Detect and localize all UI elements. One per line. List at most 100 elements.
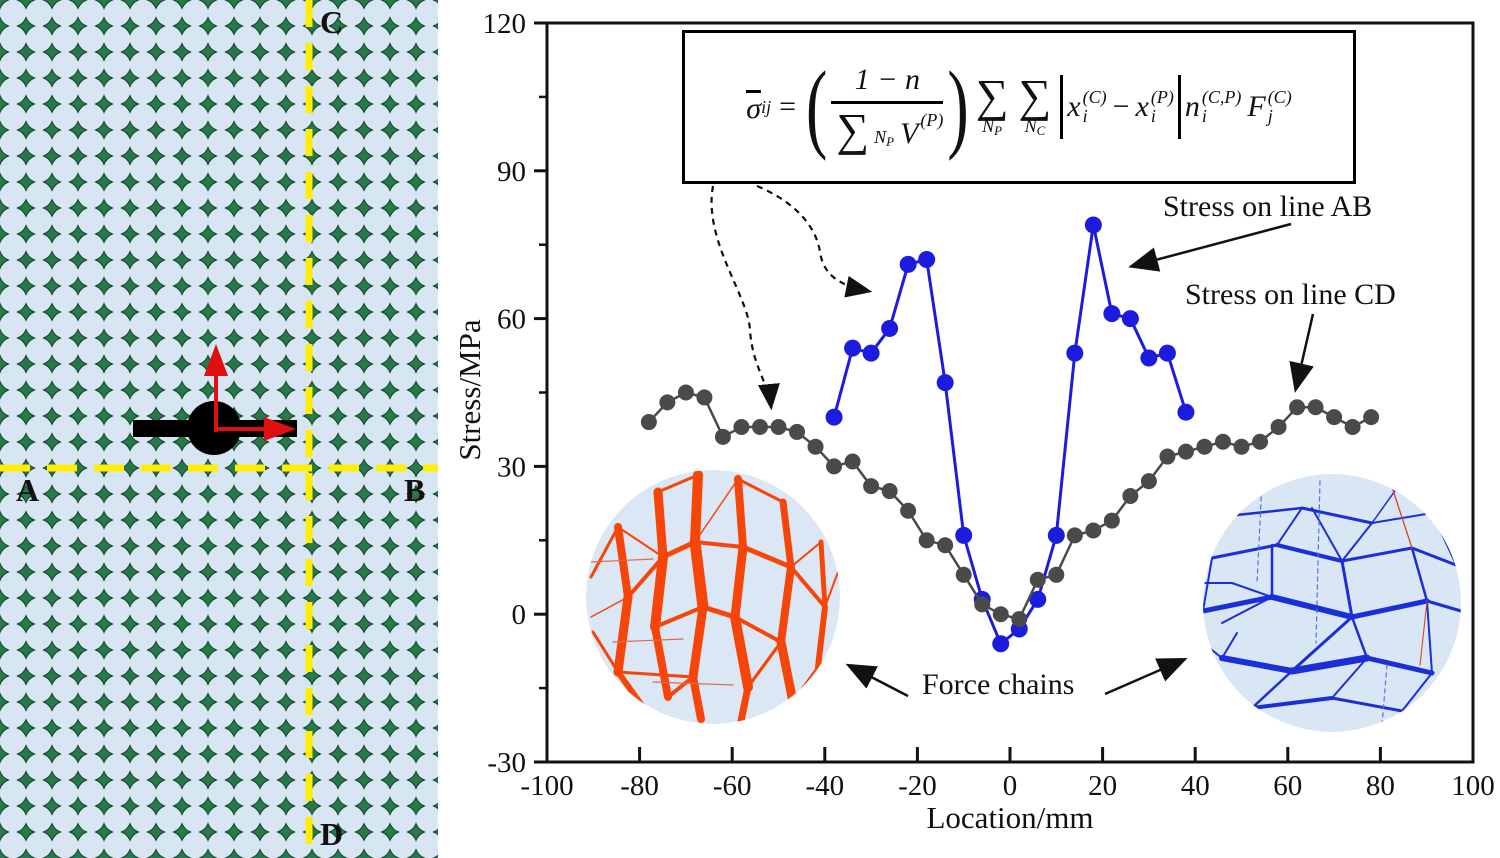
series-marker [899, 255, 917, 273]
series-marker [751, 418, 768, 435]
legend-stress-ab: Stress on line AB [1163, 190, 1373, 223]
x-tick-label: -20 [898, 770, 937, 802]
arrow-to-right-inset [1104, 658, 1188, 696]
series-marker [789, 423, 806, 440]
y-axis-title: Stress/MPa [452, 319, 487, 461]
series-marker [1048, 566, 1065, 583]
series-marker [1084, 216, 1102, 234]
x-tick-label: 0 [1003, 770, 1018, 802]
series-line-cd [647, 391, 1372, 621]
y-tick-label: 60 [497, 304, 526, 336]
series-marker [955, 526, 973, 544]
series-marker [677, 384, 694, 401]
series-marker [900, 502, 917, 519]
series-marker [1177, 443, 1194, 460]
series-marker [992, 635, 1010, 653]
x-tick-label: 40 [1181, 770, 1210, 802]
y-tick-label: 120 [483, 8, 527, 40]
abs-bar-right [1177, 75, 1181, 139]
series-marker [1085, 522, 1102, 539]
series-marker [1270, 418, 1287, 435]
legend-stress-cd: Stress on line CD [1185, 278, 1396, 311]
series-marker [1233, 438, 1250, 455]
series-marker [1196, 438, 1213, 455]
data-series [640, 216, 1380, 653]
y-tick-label: 0 [512, 599, 527, 631]
section-label-b: B [404, 472, 426, 508]
formula-leader-to-ab [756, 184, 873, 298]
series-marker [696, 389, 713, 406]
series-marker [1307, 399, 1324, 416]
sum-over-contacts: ∑ NC [1018, 69, 1052, 139]
series-marker [1289, 399, 1306, 416]
x-tick-label: -60 [713, 770, 752, 802]
x-tick-label: 80 [1366, 770, 1395, 802]
section-label-a: A [16, 472, 40, 508]
y-tick-label: 30 [497, 451, 526, 483]
x-tick-label: 60 [1273, 770, 1302, 802]
stress-formula-box: σ ij = ( 1 − n ∑ NP V (P) ) ∑ NP ∑ NC x (… [682, 30, 1356, 184]
series-marker [826, 458, 843, 475]
series-marker [1214, 433, 1231, 450]
series-marker [1066, 527, 1083, 544]
section-label-c: C [320, 4, 344, 40]
stress-formula: σ ij = ( 1 − n ∑ NP V (P) ) ∑ NP ∑ NC x (… [746, 51, 1292, 162]
y-tick-label: -30 [487, 747, 526, 779]
series-marker [1326, 409, 1343, 426]
series-marker [1029, 590, 1047, 608]
formula-leader-to-cd [710, 185, 780, 411]
annotation-arrows [710, 184, 1315, 698]
series-marker [714, 428, 731, 445]
series-marker [844, 339, 862, 357]
x-tick-label: -40 [805, 770, 844, 802]
series-marker [770, 418, 787, 435]
series-marker [862, 344, 880, 362]
series-marker [936, 374, 954, 392]
sigma-bar: σ [746, 90, 762, 125]
series-marker [1066, 344, 1084, 362]
series-marker [807, 438, 824, 455]
x-tick-label: 20 [1088, 770, 1117, 802]
series-marker [1344, 418, 1361, 435]
series-marker [659, 394, 676, 411]
series-marker [881, 319, 899, 337]
left-paren: ( [806, 51, 828, 162]
series-marker [1177, 403, 1195, 421]
series-marker [937, 537, 954, 554]
series-marker [1122, 487, 1139, 504]
sum-over-particles: ∑ NP [975, 69, 1009, 139]
axes: -100 -80 -60 -40 -20 0 20 40 60 80 100 -30 0 30 60 90 12… [483, 8, 1495, 802]
y-tick-label: 90 [497, 156, 526, 188]
force-chain-inset-tension [1203, 474, 1461, 732]
right-paren: ) [947, 51, 969, 162]
x-tick-label: -100 [520, 770, 573, 802]
arrow-to-left-inset [845, 663, 909, 698]
series-marker [825, 408, 843, 426]
series-marker [918, 250, 936, 268]
series-marker [733, 418, 750, 435]
arrow-to-line-ab [1128, 222, 1292, 272]
x-axis-title: Location/mm [926, 800, 1094, 835]
force-chains-label: Force chains [922, 668, 1075, 701]
particle-assembly-panel [0, 0, 438, 858]
series-marker [1363, 409, 1380, 426]
force-chain-inset-compression [586, 470, 840, 724]
series-line-ab [832, 224, 1188, 647]
series-marker [1121, 310, 1139, 328]
series-marker [1140, 349, 1158, 367]
series-marker [992, 606, 1009, 623]
fraction: 1 − n ∑ NP V (P) [831, 64, 944, 153]
series-marker [640, 414, 657, 431]
series-marker [1047, 526, 1065, 544]
abs-bar-left [1060, 75, 1064, 139]
section-label-d: D [320, 816, 344, 852]
series-marker [1140, 473, 1157, 490]
series-marker [1158, 344, 1176, 362]
x-tick-label: 100 [1451, 770, 1495, 802]
series-marker [974, 596, 991, 613]
series-marker [863, 478, 880, 495]
series-marker [844, 453, 861, 470]
series-marker [955, 566, 972, 583]
